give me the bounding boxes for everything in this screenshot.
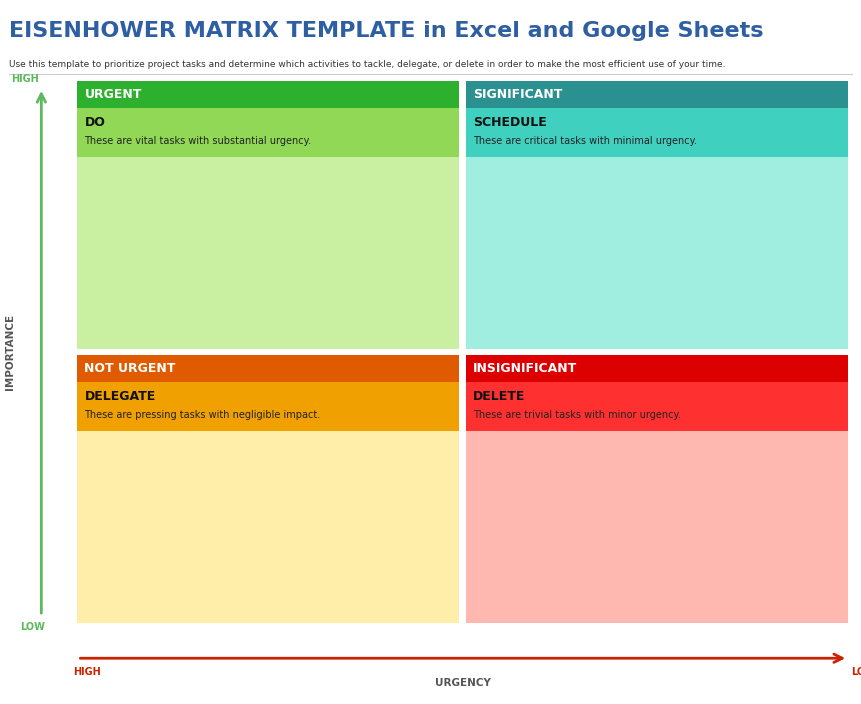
Text: SIGNIFICANT: SIGNIFICANT — [474, 88, 562, 101]
Text: IMPORTANCE: IMPORTANCE — [5, 314, 15, 390]
Text: These are pressing tasks with negligible impact.: These are pressing tasks with negligible… — [84, 410, 320, 420]
Text: These are trivial tasks with minor urgency.: These are trivial tasks with minor urgen… — [474, 410, 681, 420]
Text: These are vital tasks with substantial urgency.: These are vital tasks with substantial u… — [84, 136, 312, 146]
Text: DO: DO — [84, 116, 105, 129]
Text: LOW: LOW — [851, 667, 861, 677]
Text: DELEGATE: DELEGATE — [84, 390, 156, 403]
Text: EISENHOWER MATRIX TEMPLATE in Excel and Google Sheets: EISENHOWER MATRIX TEMPLATE in Excel and … — [9, 21, 763, 41]
Text: HIGH: HIGH — [73, 667, 101, 677]
Text: Use this template to prioritize project tasks and determine which activities to : Use this template to prioritize project … — [9, 60, 725, 69]
Text: HIGH: HIGH — [11, 75, 39, 84]
Text: NOT URGENT: NOT URGENT — [84, 362, 176, 375]
Text: INSIGNIFICANT: INSIGNIFICANT — [474, 362, 578, 375]
Text: URGENCY: URGENCY — [435, 678, 491, 688]
Text: SCHEDULE: SCHEDULE — [474, 116, 547, 129]
Text: DELETE: DELETE — [474, 390, 525, 403]
Text: URGENT: URGENT — [84, 88, 142, 101]
Text: These are critical tasks with minimal urgency.: These are critical tasks with minimal ur… — [474, 136, 697, 146]
Text: LOW: LOW — [20, 622, 45, 631]
